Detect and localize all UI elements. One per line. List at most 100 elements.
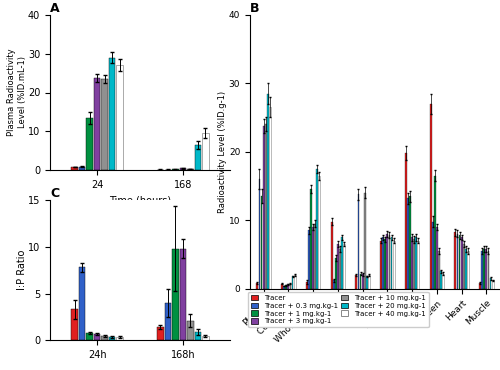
Bar bbox=[294, 275, 296, 289]
Bar bbox=[116, 65, 123, 170]
Bar bbox=[265, 124, 266, 289]
Bar bbox=[116, 337, 123, 340]
X-axis label: Time (hours): Time (hours) bbox=[109, 195, 171, 205]
Bar bbox=[434, 176, 436, 289]
Bar bbox=[286, 285, 287, 289]
Bar bbox=[390, 237, 392, 289]
Bar bbox=[79, 167, 86, 170]
Bar bbox=[157, 327, 164, 340]
Bar bbox=[157, 169, 164, 170]
Bar bbox=[405, 153, 407, 289]
Bar bbox=[382, 237, 384, 289]
Bar bbox=[356, 275, 358, 289]
Bar bbox=[337, 244, 339, 289]
Bar bbox=[284, 286, 285, 289]
Bar bbox=[72, 167, 78, 170]
Bar bbox=[180, 249, 186, 340]
Bar bbox=[343, 244, 345, 289]
Bar bbox=[312, 227, 314, 289]
Bar bbox=[386, 234, 388, 289]
Bar bbox=[360, 273, 362, 289]
Bar bbox=[492, 280, 494, 289]
Bar bbox=[380, 240, 382, 289]
Bar bbox=[418, 240, 420, 289]
Bar bbox=[316, 169, 318, 289]
Bar bbox=[281, 284, 283, 289]
Bar bbox=[467, 251, 469, 289]
Bar bbox=[440, 272, 442, 289]
Bar bbox=[187, 169, 194, 170]
Bar bbox=[290, 284, 292, 289]
Y-axis label: Radioactivity Level (%ID.g-1): Radioactivity Level (%ID.g-1) bbox=[218, 91, 228, 213]
Bar bbox=[486, 249, 488, 289]
Bar bbox=[488, 251, 490, 289]
Bar bbox=[484, 249, 485, 289]
Bar bbox=[202, 336, 208, 340]
Y-axis label: I:P Ratio: I:P Ratio bbox=[16, 250, 26, 290]
Bar bbox=[388, 235, 390, 289]
Bar bbox=[102, 336, 108, 340]
Text: B: B bbox=[250, 2, 260, 15]
Bar bbox=[456, 234, 458, 289]
Bar bbox=[308, 231, 310, 289]
Bar bbox=[465, 249, 466, 289]
Bar bbox=[409, 196, 411, 289]
Bar bbox=[442, 273, 444, 289]
Bar bbox=[314, 223, 316, 289]
Bar bbox=[460, 237, 462, 289]
Bar bbox=[414, 239, 415, 289]
Bar bbox=[72, 309, 78, 340]
Bar bbox=[260, 196, 262, 289]
Bar bbox=[430, 104, 432, 289]
Bar bbox=[333, 280, 334, 289]
Text: A: A bbox=[50, 2, 59, 15]
Bar bbox=[479, 283, 481, 289]
Bar bbox=[490, 278, 492, 289]
Bar bbox=[392, 240, 394, 289]
Bar bbox=[358, 194, 360, 289]
Bar bbox=[318, 176, 320, 289]
Bar bbox=[411, 237, 413, 289]
Bar bbox=[407, 198, 409, 289]
Bar bbox=[458, 235, 460, 289]
Bar bbox=[202, 133, 208, 170]
Bar bbox=[256, 283, 258, 289]
Bar bbox=[364, 193, 366, 289]
Bar bbox=[416, 237, 417, 289]
Bar bbox=[335, 258, 336, 289]
Bar bbox=[187, 321, 194, 340]
Text: C: C bbox=[50, 187, 59, 200]
Bar bbox=[262, 126, 264, 289]
Bar bbox=[164, 169, 171, 170]
Bar bbox=[109, 57, 116, 170]
Bar bbox=[306, 282, 308, 289]
Bar bbox=[194, 145, 201, 170]
Bar bbox=[79, 267, 86, 340]
Bar bbox=[482, 251, 483, 289]
Bar bbox=[463, 244, 464, 289]
Bar bbox=[288, 285, 290, 289]
Bar bbox=[436, 227, 438, 289]
Bar bbox=[102, 79, 108, 170]
Bar bbox=[368, 275, 370, 289]
Bar bbox=[339, 249, 341, 289]
Bar bbox=[94, 334, 100, 340]
Bar bbox=[341, 237, 343, 289]
Bar bbox=[94, 78, 100, 170]
Bar bbox=[172, 249, 178, 340]
Bar bbox=[194, 332, 201, 340]
Bar bbox=[164, 303, 171, 340]
Legend: Tracer, Tracer + 0.3 mg.kg-1, Tracer + 1 mg.kg-1, Tracer + 3 mg.kg-1, Tracer + 1: Tracer, Tracer + 0.3 mg.kg-1, Tracer + 1… bbox=[248, 292, 428, 327]
Bar bbox=[180, 168, 186, 170]
Bar bbox=[330, 222, 332, 289]
Bar bbox=[267, 94, 268, 289]
Y-axis label: Plasma Radioactivity
Level (%ID.mL-1): Plasma Radioactivity Level (%ID.mL-1) bbox=[7, 49, 26, 136]
Bar bbox=[384, 239, 386, 289]
Bar bbox=[292, 276, 294, 289]
Bar bbox=[438, 251, 440, 289]
Bar bbox=[432, 222, 434, 289]
Bar bbox=[172, 169, 178, 170]
Bar bbox=[86, 118, 93, 170]
Bar bbox=[362, 274, 364, 289]
Bar bbox=[310, 189, 312, 289]
